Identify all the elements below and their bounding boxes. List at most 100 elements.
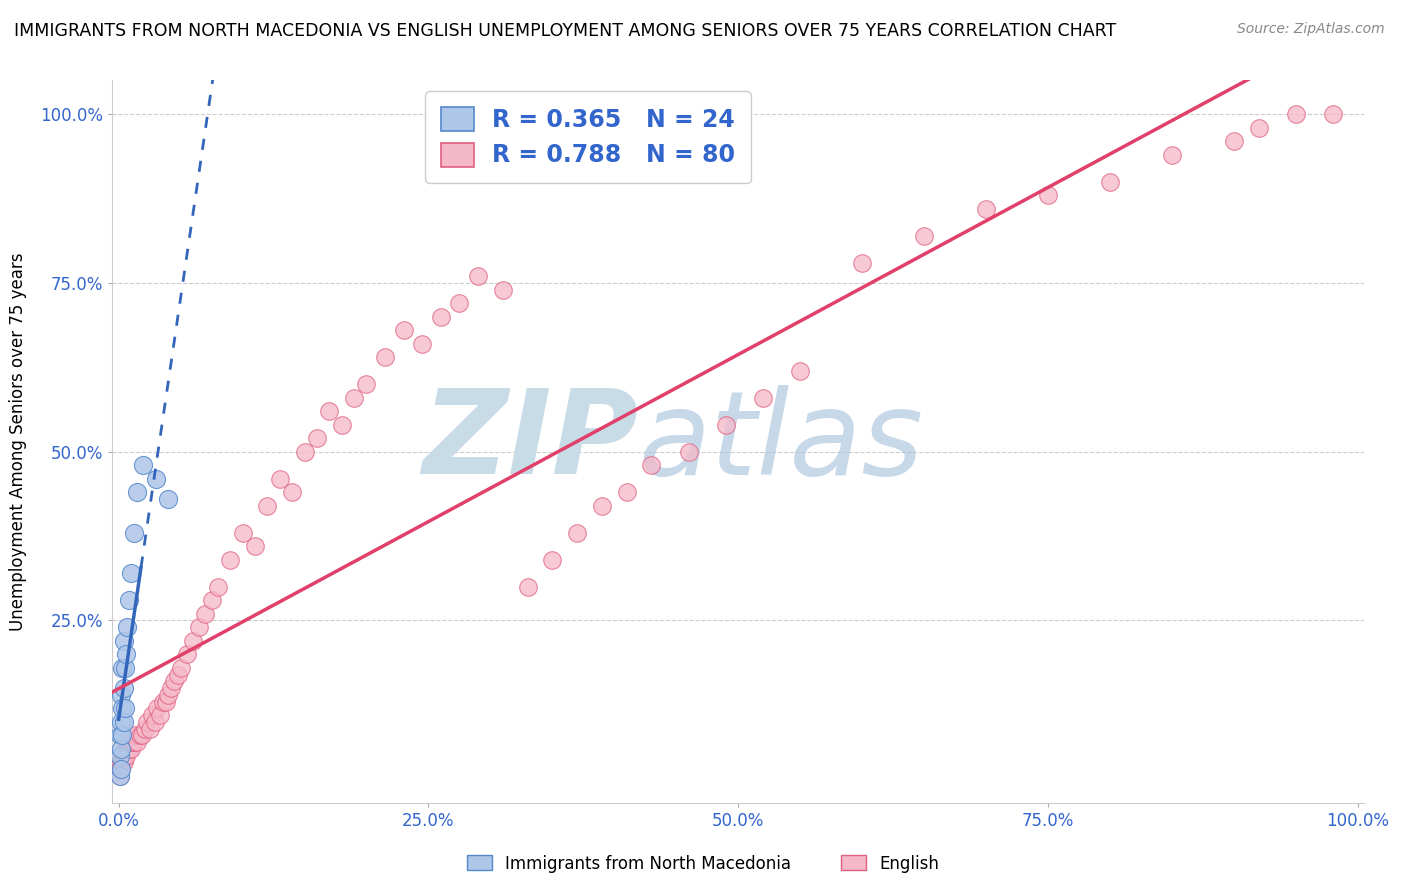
Point	[411, 336, 433, 351]
Point	[374, 350, 396, 364]
Point	[108, 748, 131, 763]
Point	[516, 580, 538, 594]
Point	[117, 741, 139, 756]
Point	[112, 714, 135, 729]
Point	[115, 748, 138, 763]
Point	[146, 701, 169, 715]
Point	[111, 701, 134, 715]
Text: Source: ZipAtlas.com: Source: ZipAtlas.com	[1237, 22, 1385, 37]
Point	[912, 228, 935, 243]
Point	[114, 741, 136, 756]
Point	[256, 499, 278, 513]
Point	[127, 485, 149, 500]
Point	[678, 444, 700, 458]
Point	[152, 694, 174, 708]
Point	[851, 255, 873, 269]
Point	[305, 431, 328, 445]
Text: ZIP: ZIP	[422, 384, 638, 499]
Point	[114, 701, 136, 715]
Point	[111, 728, 134, 742]
Point	[141, 708, 163, 723]
Point	[207, 580, 229, 594]
Point	[111, 661, 134, 675]
Point	[120, 741, 142, 756]
Point	[318, 404, 340, 418]
Point	[188, 620, 211, 634]
Point	[356, 377, 378, 392]
Point	[281, 485, 304, 500]
Point	[110, 741, 132, 756]
Point	[157, 688, 180, 702]
Point	[974, 202, 997, 216]
Point	[127, 735, 149, 749]
Y-axis label: Unemployment Among Seniors over 75 years: Unemployment Among Seniors over 75 years	[8, 252, 27, 631]
Point	[108, 762, 131, 776]
Point	[134, 722, 156, 736]
Point	[169, 661, 191, 675]
Point	[114, 661, 136, 675]
Point	[1247, 120, 1270, 135]
Point	[565, 525, 588, 540]
Point	[110, 762, 132, 776]
Point	[120, 566, 142, 581]
Point	[789, 364, 811, 378]
Point	[112, 748, 135, 763]
Point	[181, 633, 204, 648]
Point	[108, 728, 131, 742]
Point	[752, 391, 775, 405]
Point	[330, 417, 353, 432]
Point	[122, 525, 145, 540]
Point	[1036, 188, 1059, 202]
Point	[110, 714, 132, 729]
Point	[111, 748, 134, 763]
Point	[115, 647, 138, 661]
Point	[269, 472, 291, 486]
Point	[232, 525, 254, 540]
Point	[122, 735, 145, 749]
Point	[128, 728, 150, 742]
Point	[616, 485, 638, 500]
Point	[492, 283, 515, 297]
Legend: R = 0.365   N = 24, R = 0.788   N = 80: R = 0.365 N = 24, R = 0.788 N = 80	[426, 91, 751, 183]
Point	[1322, 107, 1344, 121]
Point	[591, 499, 613, 513]
Point	[110, 762, 132, 776]
Point	[194, 607, 217, 621]
Point	[640, 458, 662, 472]
Point	[132, 458, 155, 472]
Point	[110, 756, 132, 770]
Point	[124, 728, 146, 742]
Point	[1098, 175, 1121, 189]
Point	[1285, 107, 1308, 121]
Point	[145, 472, 167, 486]
Point	[117, 620, 139, 634]
Point	[159, 681, 181, 695]
Point	[108, 769, 131, 783]
Point	[1160, 147, 1182, 161]
Point	[157, 491, 180, 506]
Point	[136, 714, 159, 729]
Point	[112, 633, 135, 648]
Point	[143, 714, 166, 729]
Point	[541, 552, 564, 566]
Point	[131, 728, 153, 742]
Text: atlas: atlas	[638, 384, 924, 499]
Point	[155, 694, 177, 708]
Text: IMMIGRANTS FROM NORTH MACEDONIA VS ENGLISH UNEMPLOYMENT AMONG SENIORS OVER 75 YE: IMMIGRANTS FROM NORTH MACEDONIA VS ENGLI…	[14, 22, 1116, 40]
Point	[117, 593, 139, 607]
Point	[714, 417, 737, 432]
Point	[112, 756, 135, 770]
Point	[118, 735, 141, 749]
Point	[167, 667, 190, 681]
Point	[1222, 134, 1244, 148]
Point	[163, 674, 186, 689]
Point	[449, 296, 471, 310]
Point	[467, 269, 489, 284]
Point	[111, 756, 134, 770]
Point	[108, 769, 131, 783]
Point	[219, 552, 242, 566]
Legend: Immigrants from North Macedonia, English: Immigrants from North Macedonia, English	[460, 848, 946, 880]
Point	[430, 310, 453, 324]
Point	[114, 748, 136, 763]
Point	[243, 539, 266, 553]
